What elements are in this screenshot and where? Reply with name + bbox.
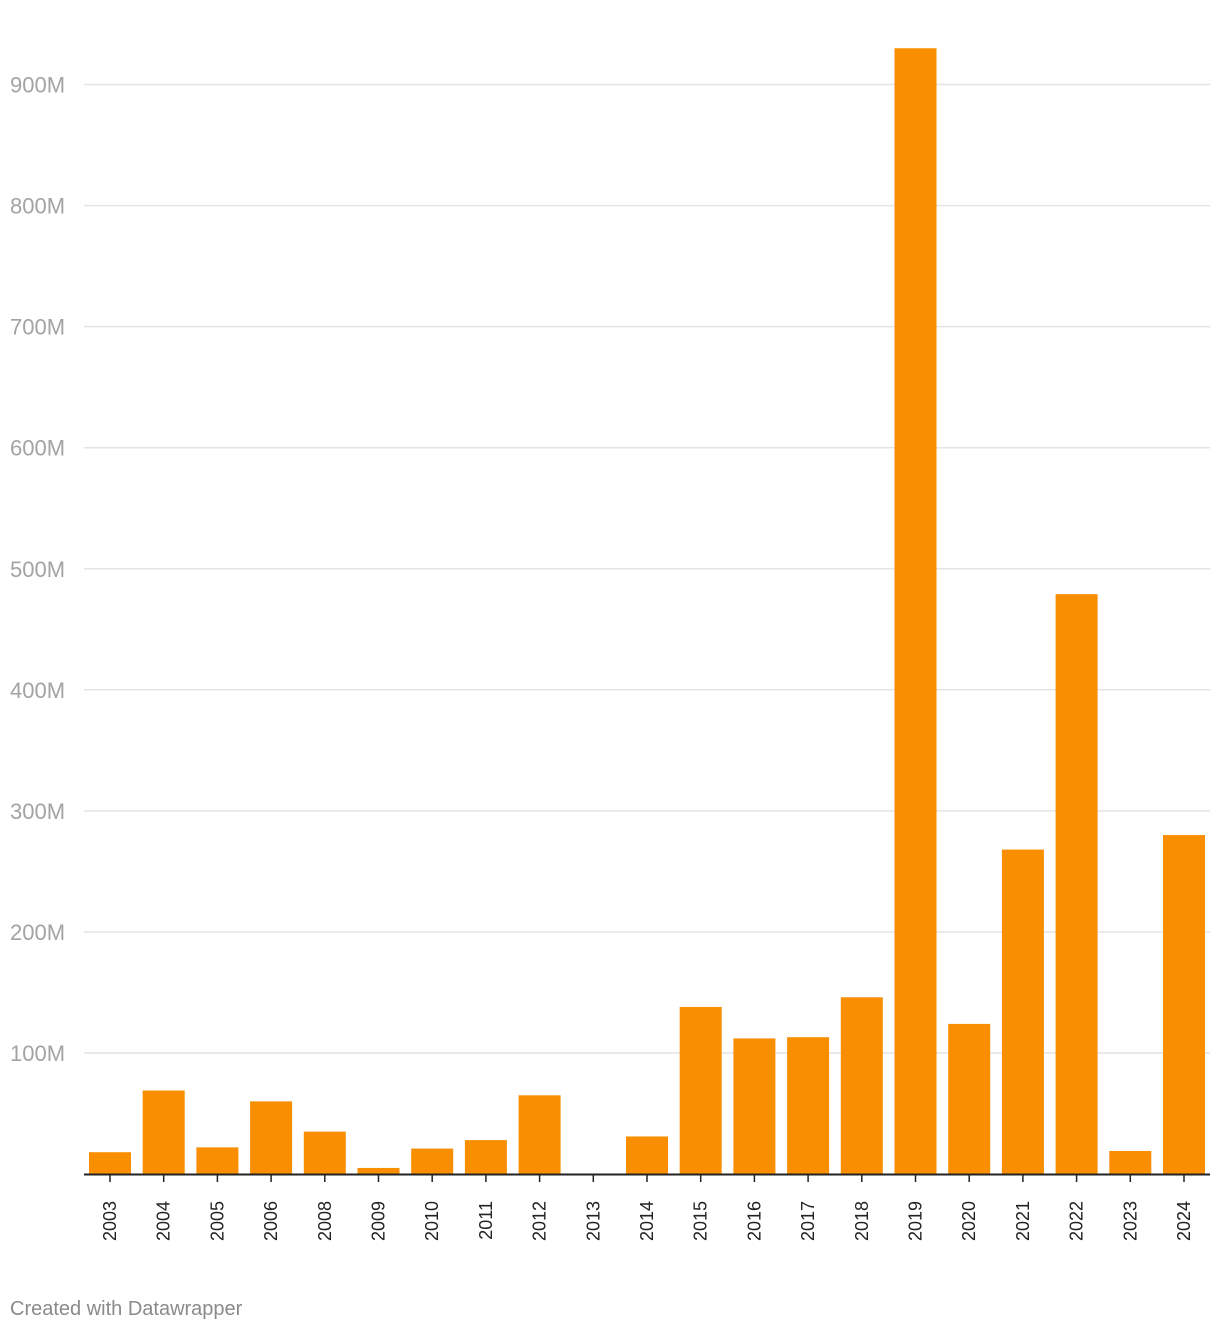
y-tick-label: 300M (10, 799, 65, 824)
x-tick-label-2024: 2024 (1174, 1201, 1194, 1241)
x-tick-label-2022: 2022 (1067, 1201, 1087, 1241)
bar-2004 (142, 1090, 185, 1174)
x-tick-label-2021: 2021 (1013, 1201, 1033, 1241)
bar-2024 (1163, 835, 1205, 1174)
x-tick-label-2015: 2015 (691, 1201, 711, 1241)
bar-2017 (787, 1037, 830, 1174)
x-tick-label-2014: 2014 (637, 1201, 657, 1241)
x-tick-label-2006: 2006 (261, 1201, 281, 1241)
y-tick-label: 100M (10, 1041, 65, 1066)
bar-2011 (464, 1140, 507, 1174)
bar-2014 (626, 1136, 668, 1174)
y-tick-label: 600M (10, 436, 65, 461)
bar-2008 (303, 1131, 346, 1174)
bar-2005 (196, 1147, 239, 1174)
bar-2009 (357, 1167, 400, 1174)
y-tick-label: 900M (10, 73, 65, 98)
x-tick-label-2012: 2012 (530, 1201, 550, 1241)
y-tick-label: 500M (10, 557, 65, 582)
x-tick-label-2013: 2013 (583, 1201, 603, 1241)
y-tick-label: 200M (10, 920, 65, 945)
x-tick-label-2005: 2005 (207, 1201, 227, 1241)
bar-2006 (250, 1101, 293, 1174)
x-tick-label-2003: 2003 (100, 1201, 120, 1241)
y-tick-label: 800M (10, 194, 65, 219)
bar-2018 (840, 997, 883, 1174)
x-tick-label-2011: 2011 (476, 1201, 496, 1240)
x-tick-label-2010: 2010 (422, 1201, 442, 1241)
x-tick-label-2023: 2023 (1120, 1201, 1140, 1241)
x-tick-label-2019: 2019 (906, 1201, 926, 1241)
x-tick-label-2004: 2004 (154, 1201, 174, 1241)
x-tick-label-2018: 2018 (852, 1201, 872, 1241)
x-tick-label-2017: 2017 (798, 1201, 818, 1241)
bar-2010 (411, 1148, 454, 1174)
bar-2003 (89, 1152, 131, 1174)
y-tick-label: 700M (10, 315, 65, 340)
bar-2023 (1109, 1151, 1152, 1174)
bar-2020 (948, 1023, 991, 1174)
bar-2022 (1055, 594, 1098, 1174)
bar-chart: 100M 200M 300M 400M 500M 600M 700M 800M 900M 2003… (10, 48, 1210, 1241)
x-tick-label-2016: 2016 (744, 1201, 764, 1241)
x-tick-label-2008: 2008 (315, 1201, 335, 1241)
x-tick-label-2020: 2020 (959, 1201, 979, 1241)
bar-2019 (894, 48, 937, 1175)
bar-2012 (518, 1095, 561, 1174)
bar-2016 (733, 1038, 776, 1174)
bar-2021 (1001, 849, 1044, 1174)
bar-2015 (679, 1006, 722, 1174)
x-tick-label-2009: 2009 (369, 1201, 389, 1241)
y-tick-label: 400M (10, 678, 65, 703)
datawrapper-credit: Created with Datawrapper (10, 1298, 243, 1320)
